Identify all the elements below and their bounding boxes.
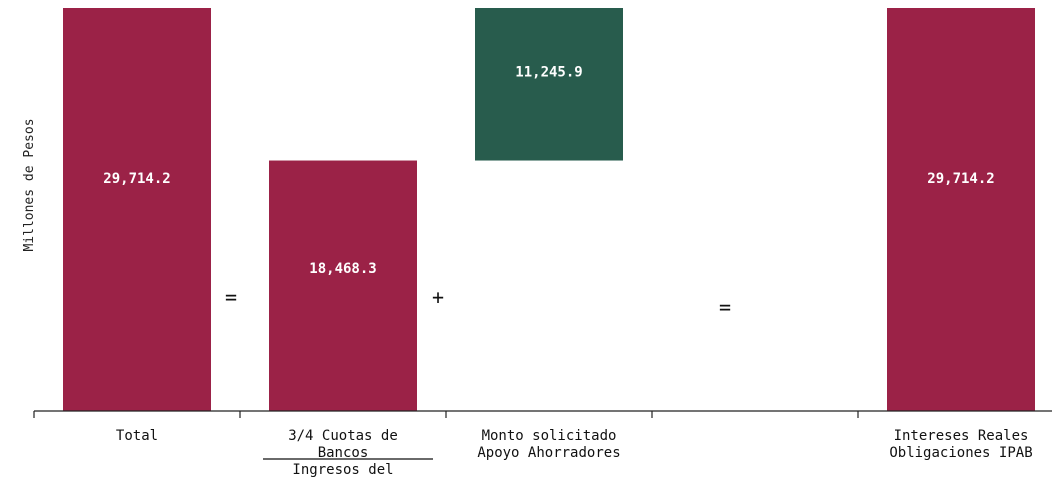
bar-5 [887,8,1035,411]
operator-1: = [225,285,237,309]
value-label-3: 11,245.9 [515,65,582,81]
category-label-5-line-2: Obligaciones IPAB [889,445,1032,461]
y-axis-label: Millones de Pesos [22,118,37,251]
value-label-1: 29,714.2 [103,171,170,187]
category-label-2-line-1: 3/4 Cuotas de [288,428,398,444]
operator-2: + [432,285,444,309]
category-label-3-line-1: Monto solicitado [482,428,617,444]
bar-2 [269,160,417,411]
value-label-5: 29,714.2 [927,171,994,187]
bars-group: 29,714.2 18,468.3 11,245.9 29,714.2 [63,8,1035,411]
operators-group: = + = [225,285,731,319]
category-label-2-line-2: Bancos [318,445,369,461]
category-label-2-line-3: Ingresos del [292,462,393,478]
category-label-5-line-1: Intereses Reales [894,428,1029,444]
value-label-2: 18,468.3 [309,261,376,277]
category-label-1-line-1: Total [116,428,158,444]
category-label-3-line-2: Apoyo Ahorradores [477,445,620,461]
operator-3: = [719,295,731,319]
bar-1 [63,8,211,411]
x-axis [33,410,1052,418]
bar-3 [475,8,623,161]
